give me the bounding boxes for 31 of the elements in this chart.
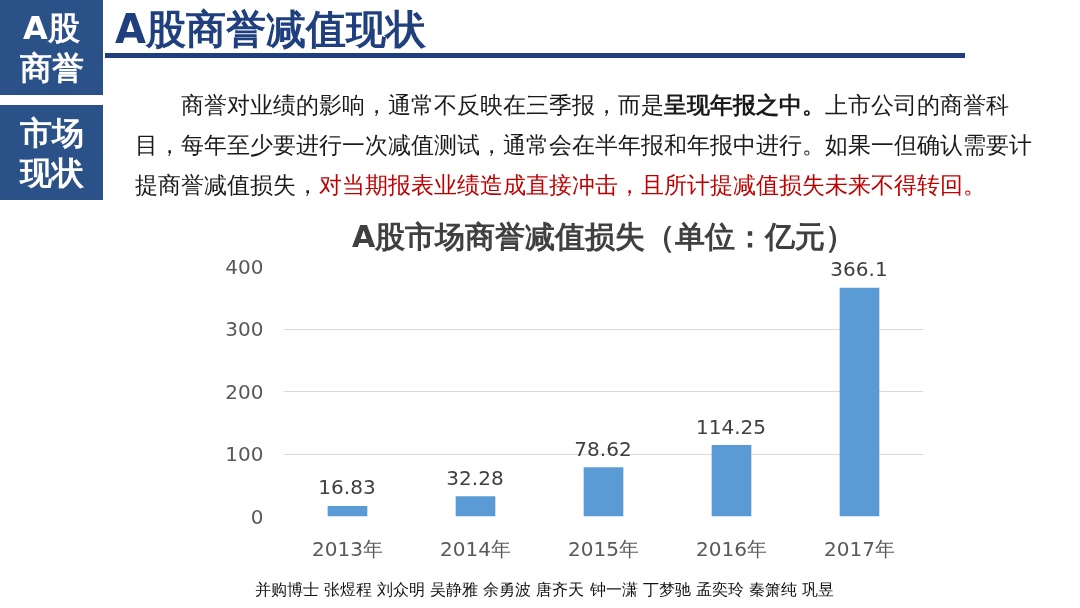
data-label: 32.28 bbox=[446, 465, 504, 490]
text: 目，每年至少要进行一次减值测试，通常会在半年报和年报中进行。如果一但确认需要计 bbox=[135, 132, 1032, 158]
text: 商誉对业绩的影响，通常不反映在三季报，而是 bbox=[181, 92, 664, 118]
x-tick-label: 2014年 bbox=[440, 536, 511, 561]
bar bbox=[327, 505, 368, 517]
y-tick-label: 100 bbox=[225, 442, 264, 466]
data-label: 16.83 bbox=[318, 475, 376, 500]
bar bbox=[583, 467, 624, 517]
text: 呈现年报之中。 bbox=[664, 92, 825, 118]
y-tick-label: 0 bbox=[250, 504, 264, 529]
text: 提商誉减值损失， bbox=[135, 172, 319, 198]
text: 上市公司的商誉科 bbox=[825, 92, 1009, 118]
y-tick-label: 400 bbox=[225, 254, 264, 279]
text: A股商誉减值现状 bbox=[105, 0, 965, 58]
x-tick-label: 2015年 bbox=[568, 536, 639, 561]
data-label: 366.1 bbox=[830, 257, 888, 282]
data-label: 78.62 bbox=[574, 436, 632, 461]
bar bbox=[711, 445, 752, 517]
text: 对当期报表业绩造成直接冲击，且所计提减值损失未来不得转回。 bbox=[319, 172, 986, 198]
chart-title: A股市场商誉减值损失（单位：亿元） bbox=[351, 218, 856, 254]
text: 市场现状 bbox=[18, 112, 85, 193]
bar bbox=[455, 496, 496, 517]
bar bbox=[839, 287, 880, 517]
text: A股商誉 bbox=[18, 7, 85, 88]
y-tick-label: 300 bbox=[225, 317, 264, 341]
x-tick-label: 2013年 bbox=[312, 536, 383, 561]
y-tick-label: 200 bbox=[225, 379, 264, 404]
data-label: 114.25 bbox=[696, 414, 766, 439]
x-tick-label: 2016年 bbox=[696, 536, 767, 561]
x-tick-label: 2017年 bbox=[824, 536, 895, 561]
text: 并购博士 张煜程 刘众明 吴静雅 余勇波 唐齐天 钟一潇 丁梦驰 孟奕玲 秦箫纯 巩昱 bbox=[254, 579, 834, 601]
